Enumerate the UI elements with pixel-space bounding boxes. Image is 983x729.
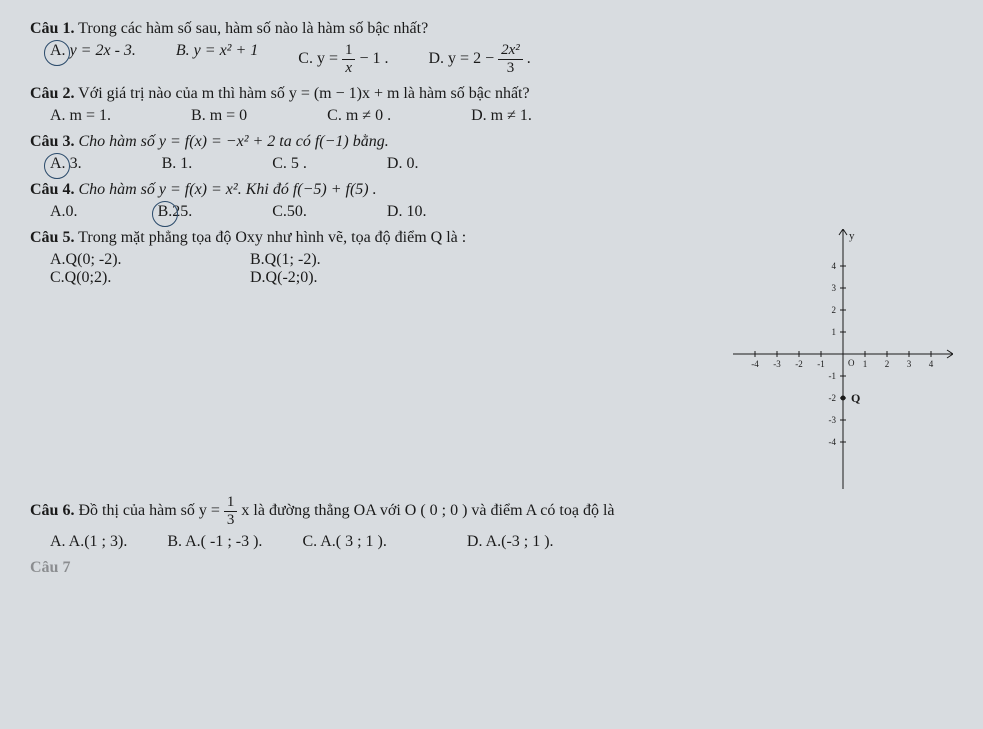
q6-opt-c: C. A.( 3 ; 1 ). [302, 533, 386, 551]
q4-opt-b: B.25. [158, 203, 193, 221]
q4-options: A.0. B.25. C.50. D. 10. [30, 203, 953, 221]
q1-optc-pre: C. y = [298, 50, 342, 67]
q4-opt-d: D. 10. [387, 203, 427, 221]
q1-optd-suf: . [523, 50, 531, 67]
q4-opt-a: A.0. [50, 203, 78, 221]
q1-optc-suf: − 1 . [355, 50, 388, 67]
svg-text:-2: -2 [795, 359, 803, 369]
svg-text:1: 1 [863, 359, 868, 369]
q1-text: Trong các hàm số sau, hàm số nào là hàm … [78, 20, 428, 37]
q1-opt-a-letter: A. [50, 42, 66, 59]
q1-opt-a: A. y = 2x - 3. [50, 42, 136, 77]
q6-opt-b: B. A.( -1 ; -3 ). [167, 533, 262, 551]
svg-text:2: 2 [885, 359, 890, 369]
q2-opt-c: C. m ≠ 0 . [327, 107, 391, 125]
coordinate-chart: -4 -3 -2 -1 1 2 3 4 -4 -3 -2 -1 1 2 3 4 y O Q [733, 229, 953, 494]
q3-opta-letter: A. [50, 155, 66, 172]
q1-label: Câu 1. [30, 20, 74, 37]
svg-text:4: 4 [832, 261, 837, 271]
q3-opt-c: C. 5 . [272, 155, 307, 173]
q1-opt-b: B. y = x² + 1 [176, 42, 258, 77]
svg-text:3: 3 [907, 359, 912, 369]
q6-pre: Đồ thị của hàm số y = [78, 502, 223, 519]
q5-opt-c: C.Q(0;2). [50, 269, 250, 287]
q2-label: Câu 2. [30, 85, 74, 102]
q5-row: Câu 5. Trong mặt phẳng tọa độ Oxy như hì… [30, 229, 953, 494]
question-3: Câu 3. Cho hàm số y = f(x) = −x² + 2 ta … [30, 133, 953, 173]
svg-text:-2: -2 [829, 393, 837, 403]
q5-opt-d: D.Q(-2;0). [250, 269, 450, 287]
q6-den: 3 [224, 512, 238, 529]
q6-label: Câu 6. [30, 502, 74, 519]
q1-opt-c: C. y = 1x − 1 . [298, 42, 388, 77]
q6-options: A. A.(1 ; 3). B. A.( -1 ; -3 ). C. A.( 3… [30, 533, 953, 551]
q4-label: Câu 4. [30, 181, 74, 198]
question-4: Câu 4. Cho hàm số y = f(x) = x². Khi đó … [30, 181, 953, 221]
q1-opt-a-eq: y = 2x - 3. [70, 42, 136, 59]
svg-text:1: 1 [832, 327, 837, 337]
q2-text: Với giá trị nào của m thì hàm số y = (m … [78, 85, 529, 102]
svg-text:Q: Q [851, 391, 860, 405]
q3-options: A. 3. B. 1. C. 5 . D. 0. [30, 155, 953, 173]
svg-text:-3: -3 [829, 415, 837, 425]
svg-text:2: 2 [832, 305, 837, 315]
q2-opt-b: B. m = 0 [191, 107, 247, 125]
question-2: Câu 2. Với giá trị nào của m thì hàm số … [30, 85, 953, 125]
svg-text:-4: -4 [751, 359, 759, 369]
q3-opt-d: D. 0. [387, 155, 419, 173]
q6-text: Đồ thị của hàm số y = 13 x là đường thẳn… [78, 502, 614, 519]
q1-optc-num: 1 [342, 42, 356, 60]
q1-optd-den: 3 [498, 60, 523, 77]
footer-cutoff: Câu 7 [30, 559, 953, 577]
q2-opt-a: A. m = 1. [50, 107, 111, 125]
q1-optc-den: x [342, 60, 356, 77]
q5-options: A.Q(0; -2). B.Q(1; -2). C.Q(0;2). D.Q(-2… [30, 251, 723, 287]
q1-optd-num: 2x² [498, 42, 523, 60]
chart-svg: -4 -3 -2 -1 1 2 3 4 -4 -3 -2 -1 1 2 3 4 y O Q [733, 229, 953, 489]
q3-label: Câu 3. [30, 133, 74, 150]
q5-opt-a: A.Q(0; -2). [50, 251, 250, 269]
svg-text:-4: -4 [829, 437, 837, 447]
question-6: Câu 6. Đồ thị của hàm số y = 13 x là đườ… [30, 494, 953, 551]
svg-text:-3: -3 [773, 359, 781, 369]
q2-options: A. m = 1. B. m = 0 C. m ≠ 0 . D. m ≠ 1. [30, 107, 953, 125]
svg-text:4: 4 [929, 359, 934, 369]
question-1: Câu 1. Trong các hàm số sau, hàm số nào … [30, 20, 953, 77]
svg-text:O: O [848, 358, 855, 368]
q2-opt-d: D. m ≠ 1. [471, 107, 532, 125]
q3-text: Cho hàm số y = f(x) = −x² + 2 ta có f(−1… [78, 133, 388, 150]
q1-options: A. y = 2x - 3. B. y = x² + 1 C. y = 1x −… [30, 42, 953, 77]
question-5: Câu 5. Trong mặt phẳng tọa độ Oxy như hì… [30, 229, 723, 287]
q4-optb-val: 25. [172, 203, 192, 220]
q6-num: 1 [224, 494, 238, 512]
q3-opt-b: B. 1. [162, 155, 193, 173]
q3-opt-a: A. 3. [50, 155, 82, 173]
q5-text: Trong mặt phẳng tọa độ Oxy như hình vẽ, … [78, 229, 466, 246]
q6-post: x là đường thẳng OA với O ( 0 ; 0 ) và đ… [237, 502, 614, 519]
q4-optb-letter: B. [158, 203, 173, 220]
svg-text:y: y [849, 230, 855, 242]
svg-text:3: 3 [832, 283, 837, 293]
q1-optd-pre: D. y = 2 − [429, 50, 499, 67]
q3-opta-val: 3. [70, 155, 82, 172]
q5-opt-b: B.Q(1; -2). [250, 251, 450, 269]
q6-opt-a: A. A.(1 ; 3). [50, 533, 127, 551]
q4-opt-c: C.50. [272, 203, 307, 221]
svg-text:-1: -1 [829, 371, 837, 381]
svg-text:-1: -1 [817, 359, 825, 369]
q1-opt-d: D. y = 2 − 2x²3 . [429, 42, 531, 77]
q5-label: Câu 5. [30, 229, 74, 246]
q6-opt-d: D. A.(-3 ; 1 ). [467, 533, 554, 551]
q4-text: Cho hàm số y = f(x) = x². Khi đó f(−5) +… [78, 181, 376, 198]
